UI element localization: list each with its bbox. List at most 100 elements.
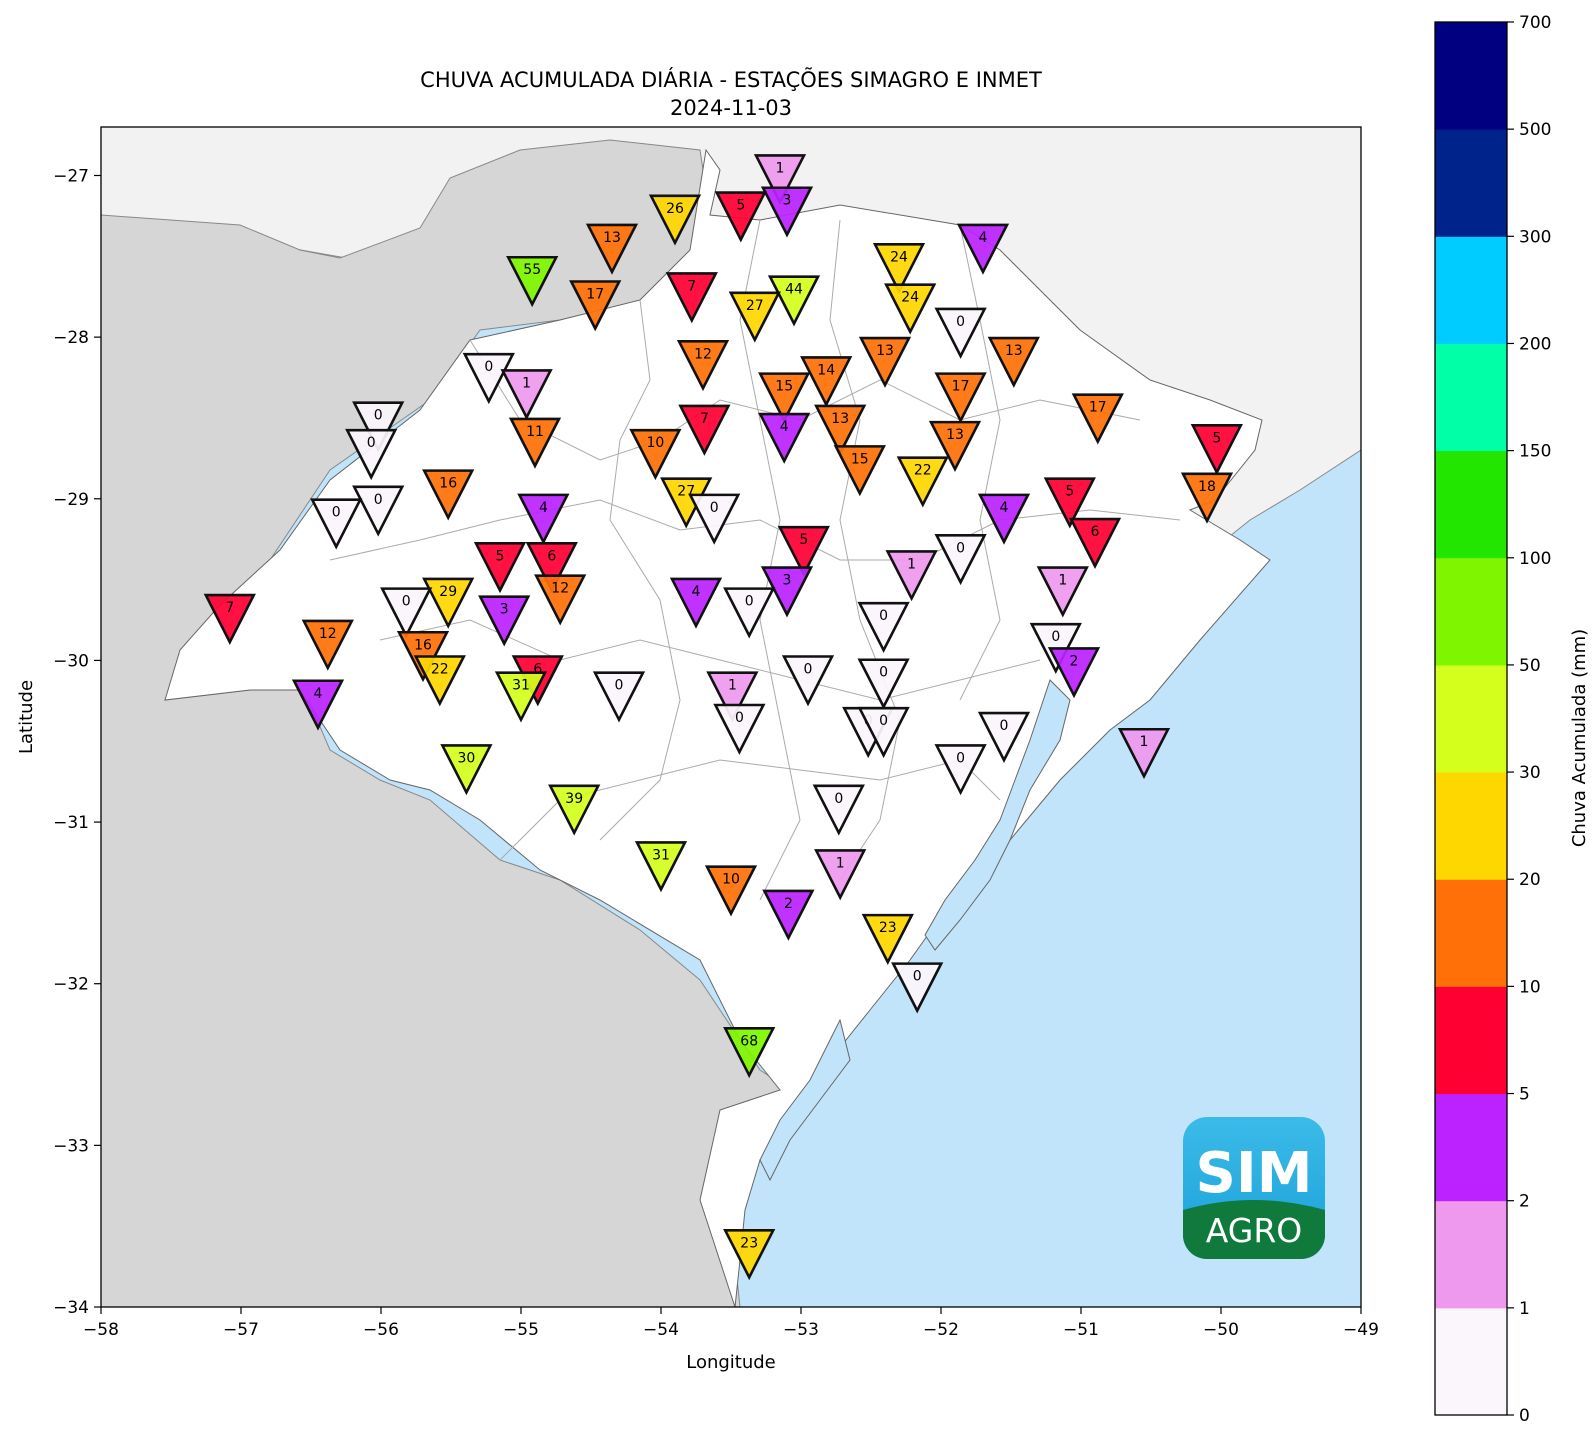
station-marker: 3	[760, 186, 814, 238]
station-marker: 0	[934, 307, 987, 359]
station-value: 0	[956, 314, 965, 330]
x-tick-label: −57	[223, 1320, 259, 1340]
station-marker: 3	[760, 566, 814, 618]
x-tick-label: −52	[923, 1320, 959, 1340]
station-triangle	[760, 186, 814, 238]
station-value: 26	[666, 201, 684, 217]
x-tick-label: −55	[503, 1320, 539, 1340]
station-value: 12	[551, 581, 569, 597]
station-value: 0	[402, 594, 411, 610]
station-marker: 2	[1047, 647, 1101, 699]
colorbar-tick-label: 300	[1519, 227, 1551, 247]
station-value: 3	[500, 602, 509, 618]
station-triangle	[462, 352, 515, 405]
y-tick-label: −27	[53, 166, 89, 186]
station-marker: 1	[885, 550, 938, 602]
station-value: 31	[652, 847, 670, 863]
station-marker: 0	[380, 587, 433, 639]
station-triangle	[1071, 393, 1124, 445]
station-value: 0	[615, 678, 624, 694]
station-marker: 0	[934, 744, 987, 796]
simagro-logo: SIM AGRO	[1183, 1117, 1325, 1259]
station-triangle	[634, 841, 688, 893]
station-marker: 11	[508, 417, 562, 469]
station-marker: 6	[1068, 517, 1122, 569]
station-marker: 1	[1036, 566, 1089, 618]
station-marker: 0	[345, 428, 398, 481]
station-value: 0	[956, 540, 965, 556]
station-triangle	[714, 191, 767, 243]
station-value: 4	[979, 230, 988, 246]
station-value: 0	[710, 500, 719, 516]
station-triangle	[758, 372, 811, 424]
station-triangle	[517, 493, 570, 545]
station-triangle	[781, 655, 835, 707]
colorbar-tick-label: 100	[1519, 549, 1551, 569]
station-triangle	[291, 679, 345, 731]
station-triangle	[422, 469, 475, 521]
station-value: 4	[539, 500, 548, 516]
map-subtitle: 2024-11-03	[670, 96, 792, 120]
station-marker: 3	[478, 595, 531, 647]
x-axis: −58 −57 −56 −55 −54 −53 −52 −51 −50 −49	[83, 1307, 1379, 1340]
colorbar-segment	[1435, 664, 1507, 773]
station-triangle	[857, 658, 910, 710]
station-marker: 1	[500, 369, 553, 421]
x-tick-label: −49	[1343, 1320, 1379, 1340]
station-triangle	[380, 587, 433, 639]
station-triangle	[814, 849, 867, 901]
station-marker: 13	[987, 336, 1040, 388]
station-value: 3	[783, 193, 792, 209]
station-triangle	[762, 889, 815, 941]
station-triangle	[1043, 477, 1096, 529]
station-value: 0	[735, 710, 744, 726]
station-triangle	[648, 194, 702, 246]
station-value: 1	[1058, 573, 1067, 589]
y-tick-label: −34	[53, 1298, 89, 1318]
station-triangle	[506, 255, 559, 308]
station-marker: 0	[713, 703, 766, 755]
station-triangle	[934, 744, 987, 796]
station-marker: 4	[517, 493, 570, 545]
station-value: 22	[431, 662, 449, 678]
station-triangle	[500, 369, 553, 421]
station-triangle	[723, 1026, 776, 1079]
station-value: 0	[956, 750, 965, 766]
station-marker: 7	[665, 272, 718, 324]
x-axis-label: Longitude	[686, 1352, 776, 1373]
station-marker: 4	[977, 493, 1031, 545]
station-value: 18	[1198, 479, 1216, 495]
station-marker: 39	[548, 784, 601, 836]
station-value: 0	[834, 791, 843, 807]
station-marker: 13	[858, 336, 912, 388]
logo-text-top: SIM	[1196, 1141, 1313, 1206]
station-triangle	[833, 445, 886, 497]
colorbar-tick-label: 2	[1519, 1192, 1530, 1212]
station-triangle	[548, 784, 601, 836]
station-marker: 0	[592, 671, 646, 723]
station-triangle	[857, 601, 910, 654]
station-value: 30	[457, 750, 475, 766]
x-tick-label: −53	[783, 1320, 819, 1340]
station-marker: 4	[956, 223, 1010, 275]
station-value: 29	[439, 584, 457, 600]
station-triangle	[352, 485, 405, 537]
station-marker: 0	[723, 587, 776, 639]
station-triangle	[1047, 647, 1101, 699]
y-tick-label: −29	[53, 490, 89, 510]
station-value: 0	[913, 969, 922, 985]
lagoa-dos-patos	[924, 679, 1071, 951]
station-marker: 31	[494, 671, 548, 723]
colorbar-tick-label: 20	[1519, 870, 1541, 890]
station-marker: 17	[569, 280, 622, 332]
station-triangle	[301, 619, 354, 671]
station-value: 5	[799, 532, 808, 548]
x-tick-label: −51	[1063, 1320, 1099, 1340]
station-triangle	[713, 703, 766, 755]
station-marker: 22	[413, 655, 466, 707]
station-value: 23	[879, 920, 897, 936]
station-triangle	[508, 417, 562, 469]
station-triangle	[678, 404, 731, 456]
x-tick-label: −54	[643, 1320, 679, 1340]
